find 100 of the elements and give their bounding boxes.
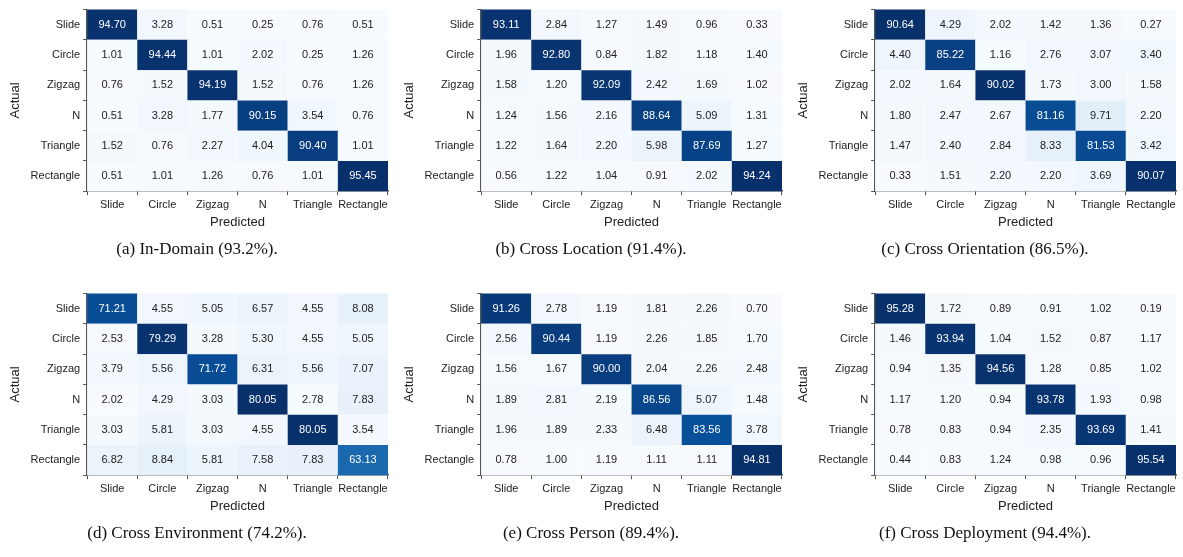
- data-label: 81.53: [1087, 138, 1115, 151]
- data-label: 7.83: [302, 453, 324, 466]
- data-label: 2.33: [595, 422, 618, 435]
- y-tick-label: Triangle: [828, 422, 869, 435]
- data-label: 0.76: [101, 78, 123, 91]
- data-label: 2.20: [1140, 108, 1162, 121]
- data-label: 4.40: [889, 48, 911, 61]
- data-label: 2.19: [595, 392, 618, 405]
- data-label: 90.40: [299, 138, 327, 151]
- data-label: 6.82: [101, 453, 123, 466]
- data-label: 0.76: [302, 17, 324, 30]
- data-label: 1.01: [101, 48, 123, 61]
- x-tick-label: Slide: [887, 481, 913, 494]
- x-tick-label: Rectangle: [338, 481, 388, 494]
- data-label: 85.22: [936, 48, 965, 61]
- x-tick-label: Zigzag: [983, 481, 1018, 494]
- data-label: 0.94: [989, 422, 1012, 435]
- data-label: 4.55: [251, 422, 274, 435]
- data-label: 2.47: [939, 108, 962, 121]
- data-label: 3.00: [1090, 78, 1112, 91]
- data-label: 0.25: [251, 17, 274, 30]
- text: (c) Cross Orientation (86.5%).: [880, 239, 1090, 259]
- data-label: 71.72: [198, 362, 227, 375]
- data-label: 1.24: [495, 108, 517, 121]
- data-label: 4.55: [151, 301, 174, 314]
- text: (d) Cross Environment (74.2%).: [86, 523, 308, 543]
- data-label: 3.03: [201, 392, 224, 405]
- data-label: 2.02: [889, 78, 911, 91]
- data-label: 8.08: [352, 301, 374, 314]
- x-axis-title: Predicted: [998, 213, 1054, 229]
- data-label: 80.05: [299, 422, 327, 435]
- x-axis-title: Predicted: [604, 213, 660, 229]
- y-tick-label: Slide: [449, 301, 475, 314]
- x-tick-label: Circle: [542, 197, 571, 210]
- data-label: 1.20: [939, 392, 962, 405]
- x-tick-label: Zigzag: [195, 481, 230, 494]
- data-label: 2.02: [989, 17, 1012, 30]
- y-tick-label: Triangle: [828, 138, 869, 151]
- data-label: 0.76: [251, 169, 274, 182]
- x-tick-label: Triangle: [1081, 197, 1121, 210]
- data-label: 0.78: [495, 453, 517, 466]
- data-label: 1.20: [545, 78, 568, 91]
- data-label: 5.07: [696, 392, 718, 405]
- y-tick-label: Rectangle: [30, 169, 81, 182]
- data-label: 5.05: [201, 301, 224, 314]
- y-tick-label: Circle: [446, 48, 475, 61]
- x-tick-label: N: [258, 197, 267, 210]
- x-axis-title: Predicted: [210, 213, 266, 229]
- x-tick-label: N: [1046, 481, 1055, 494]
- data-label: 1.26: [352, 78, 374, 91]
- x-axis-title: Predicted: [604, 497, 660, 513]
- data-label: 0.96: [696, 17, 718, 30]
- data-label: 2.02: [696, 169, 718, 182]
- data-label: 0.70: [746, 301, 768, 314]
- x-tick-label: Circle: [148, 481, 177, 494]
- data-label: 1.51: [939, 169, 962, 182]
- x-tick-label: Triangle: [293, 481, 333, 494]
- data-label: 0.78: [889, 422, 911, 435]
- data-label: 3.54: [352, 422, 374, 435]
- data-label: 1.58: [495, 78, 517, 91]
- data-label: 2.84: [545, 17, 568, 30]
- y-tick-label: Slide: [843, 301, 869, 314]
- data-label: 93.78: [1036, 392, 1065, 405]
- data-label: 93.94: [936, 332, 965, 345]
- data-label: 2.56: [495, 332, 517, 345]
- x-tick-label: N: [258, 481, 267, 494]
- data-label: 1.19: [595, 332, 618, 345]
- data-label: 5.30: [251, 332, 274, 345]
- y-tick-label: Rectangle: [424, 453, 475, 466]
- x-tick-label: Triangle: [293, 197, 333, 210]
- data-label: 2.67: [989, 108, 1012, 121]
- y-tick-label: Triangle: [434, 138, 475, 151]
- y-tick-label: Zigzag: [441, 78, 475, 91]
- data-label: 81.16: [1036, 108, 1065, 121]
- data-label: 0.91: [645, 169, 668, 182]
- data-label: 2.02: [251, 48, 274, 61]
- data-label: 88.64: [642, 108, 671, 121]
- data-label: 7.83: [352, 392, 374, 405]
- data-label: 1.27: [746, 138, 768, 151]
- data-label: 1.28: [1039, 362, 1062, 375]
- data-label: 90.00: [592, 362, 621, 375]
- data-label: 1.58: [1140, 78, 1162, 91]
- x-tick-label: N: [652, 197, 661, 210]
- data-label: 2.84: [989, 138, 1012, 151]
- data-label: 92.80: [542, 48, 571, 61]
- x-tick-label: N: [1046, 197, 1055, 210]
- data-label: 1.11: [696, 453, 718, 466]
- data-label: 1.01: [352, 138, 374, 151]
- x-tick-label: Slide: [493, 481, 519, 494]
- y-tick-label: Circle: [840, 48, 869, 61]
- data-label: 2.48: [746, 362, 768, 375]
- data-label: 0.44: [889, 453, 911, 466]
- x-tick-label: Triangle: [1081, 481, 1121, 494]
- data-label: 95.28: [886, 301, 914, 314]
- data-label: 1.40: [746, 48, 768, 61]
- data-label: 1.64: [545, 138, 568, 151]
- data-label: 0.83: [939, 422, 962, 435]
- data-label: 1.04: [595, 169, 618, 182]
- data-label: 79.29: [148, 332, 177, 345]
- data-label: 94.19: [198, 78, 227, 91]
